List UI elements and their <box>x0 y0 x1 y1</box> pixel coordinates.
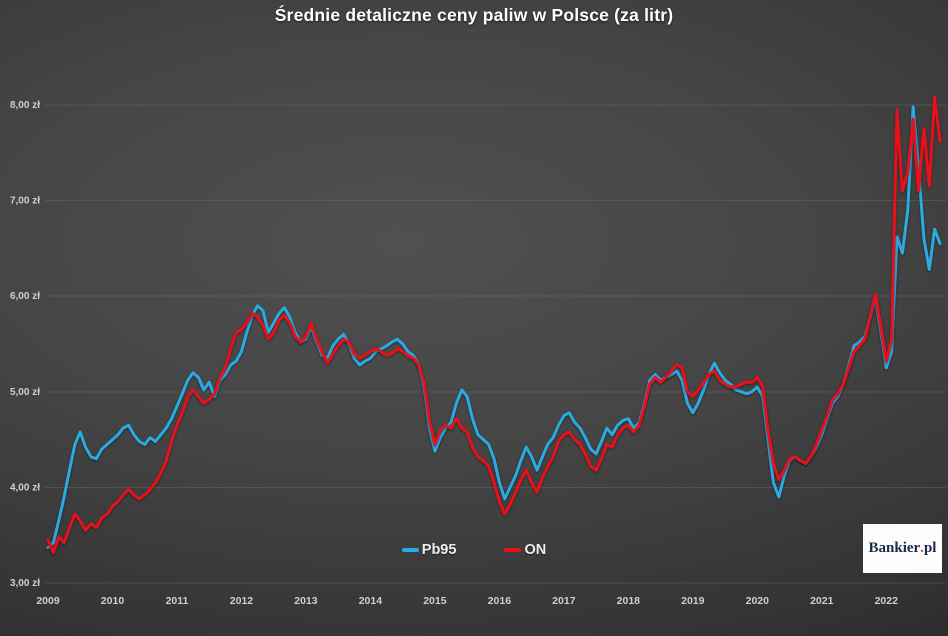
bankier-logo-suffix: pl <box>923 540 937 556</box>
chart-title: Średnie detaliczne ceny paliw w Polsce (… <box>274 5 674 25</box>
x-axis-tick-label: 2022 <box>875 595 899 607</box>
bankier-logo: Bankier. pl <box>863 524 942 573</box>
y-axis-tick-label: 5,00 zł <box>10 387 40 398</box>
x-axis-tick-label: 2020 <box>746 595 770 607</box>
bankier-logo-text: Bankier <box>868 540 921 556</box>
x-axis-tick-label: 2014 <box>359 595 383 607</box>
y-axis-tick-label: 6,00 zł <box>10 291 40 302</box>
y-axis-tick-label: 3,00 zł <box>10 578 40 589</box>
bankier-logo-dot: . <box>920 540 924 556</box>
x-axis-tick-label: 2010 <box>101 595 125 607</box>
y-axis-tick-label: 4,00 zł <box>10 482 40 493</box>
x-axis-tick-label: 2013 <box>294 595 318 607</box>
x-axis-tick-label: 2015 <box>423 595 447 607</box>
x-axis-tick-label: 2009 <box>36 595 60 607</box>
x-axis-tick-label: 2011 <box>166 595 189 607</box>
series-line-on <box>46 95 942 554</box>
x-axis-tick-label: 2012 <box>230 595 254 607</box>
x-axis-tick-label: 2016 <box>488 595 512 607</box>
x-axis-tick-label: 2018 <box>617 595 641 607</box>
y-axis-tick-label: 7,00 zł <box>10 196 40 207</box>
x-axis-tick-label: 2019 <box>681 595 705 607</box>
x-axis-tick-label: 2017 <box>552 595 576 607</box>
x-axis-tick-label: 2021 <box>810 595 834 607</box>
y-axis-tick-label: 8,00 zł <box>10 100 40 111</box>
